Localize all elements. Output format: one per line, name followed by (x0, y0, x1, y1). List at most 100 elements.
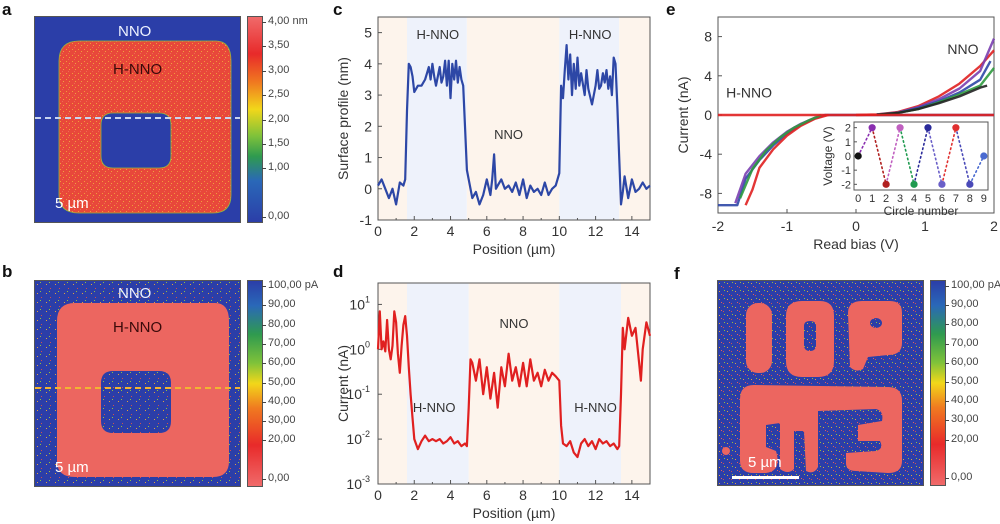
x-tick-label: 14 (624, 487, 640, 503)
colorbar-tick-label: 4,00 nm (268, 15, 308, 27)
colorbar-tick-mark (945, 401, 949, 403)
series-line-profile (377, 44, 651, 206)
annotation-h-nno: H-NNO (574, 400, 617, 415)
y-tick-label: 0 (364, 181, 372, 197)
y-tick-label: -4 (700, 146, 713, 162)
scale-bar-label-a: 5 µm (55, 195, 89, 212)
inset-y-tick-label: 0 (845, 151, 851, 163)
inset-connector (913, 126, 929, 186)
y-axis-label: Current (nA) (675, 76, 691, 153)
x-tick-label: 8 (519, 223, 527, 239)
iv-series-line (876, 84, 988, 116)
inset-x-tick-label: 8 (967, 193, 973, 205)
colorbar-tick-label: 40,00 (951, 394, 979, 407)
annotation-h-nno: H-NNO (417, 27, 460, 42)
map-b-drawing (35, 281, 240, 486)
colorbar-tick-mark (262, 479, 266, 480)
x-tick-label: 1 (921, 218, 929, 234)
current-profile-chart: 0 2 4 6 8 10 12 14 101 100 10-1 10-2 10-3 Position (µ… (0, 262, 1000, 524)
inset-x-tick-label: 2 (883, 193, 889, 205)
inset-point (910, 180, 918, 188)
region-band-h-nno (407, 17, 467, 220)
colorbar-tick-mark (945, 343, 949, 345)
inset-point (938, 180, 946, 188)
annotation-nno: NNO (494, 127, 523, 142)
glyph-p (848, 301, 902, 371)
inset-y-tick-label: -2 (841, 179, 851, 191)
panel-e-letter: e (666, 0, 676, 19)
colorbar-tick-label: 50,00 (268, 375, 296, 388)
colorbar-tick-label: 70,00 (951, 336, 979, 349)
colorbar-tick-label: 3,00 (268, 63, 290, 76)
colorbar-tick-mark (945, 362, 949, 364)
colorbar-tick-mark (262, 440, 266, 442)
inset-x-axis-label: Circle number (884, 204, 959, 218)
written-pattern-map-f: 5 µm (717, 280, 924, 486)
inset-point (952, 124, 960, 132)
x-tick-label: 0 (374, 223, 382, 239)
y-tick-label: -1 (360, 212, 373, 228)
y-axis-label: Surface profile (nm) (335, 57, 351, 180)
colorbar-tick-label: 60,00 (268, 356, 296, 369)
colorbar-tick-label: 0,00 (951, 471, 973, 483)
colorbar-tick-label: 60,00 (951, 355, 979, 368)
panel-a-letter: a (2, 0, 12, 19)
h-nno-square-ring-b (57, 303, 229, 477)
colorbar-tick-label: 0,00 (268, 210, 290, 222)
colorbar-tick-mark (945, 478, 949, 479)
region-band-nno (620, 283, 650, 484)
y-tick-label: 2 (364, 118, 372, 134)
x-axis-label: Position (µm) (473, 505, 556, 521)
inset-y-axis-label: Voltage (V) (821, 126, 835, 185)
nno-label-b: NNO (118, 285, 152, 302)
y-tick-label: 4 (364, 56, 372, 72)
x-tick-label: 10 (552, 487, 568, 503)
colorbar-tick-label: 100,00 pA (951, 279, 1000, 291)
x-tick-label: -2 (712, 218, 725, 234)
x-tick-label: 6 (483, 223, 491, 239)
colorbar-tick-mark (262, 363, 266, 365)
colorbar-b (247, 280, 263, 487)
y-tick-label: 10-1 (346, 384, 370, 402)
inset-connector (899, 126, 915, 186)
scale-bar-label-b: 5 µm (55, 459, 89, 476)
map-f-drawing (718, 281, 923, 485)
colorbar-tick-mark (262, 382, 266, 384)
y-tick-label: 0 (704, 107, 712, 123)
region-band-h-nno (559, 283, 621, 484)
x-tick-label: 2 (410, 487, 418, 503)
x-tick-label: 4 (447, 487, 455, 503)
colorbar-tick-mark (945, 420, 949, 422)
scale-bar-f (732, 476, 799, 479)
panel-b-letter: b (2, 262, 13, 281)
colorbar-tick-label: 0,00 (268, 472, 290, 484)
region-band-h-nno (407, 283, 469, 484)
inset-x-tick-label: 3 (897, 193, 903, 205)
colorbar-tick-label: 30,00 (951, 413, 979, 426)
colorbar-tick-label: 100,00 pA (268, 279, 319, 291)
colorbar-tick-mark (262, 119, 266, 121)
speck-dot (722, 447, 730, 455)
inset-connector (955, 126, 971, 186)
y-tick-label: 5 (364, 25, 372, 41)
colorbar-tick-label: 1,00 (268, 161, 290, 174)
nno-label-a: NNO (118, 23, 152, 40)
glyph-1 (746, 303, 772, 373)
x-tick-label: 10 (552, 223, 568, 239)
colorbar-tick-mark (262, 324, 266, 326)
plot-frame (377, 282, 651, 485)
y-tick-label: 8 (704, 29, 712, 45)
x-tick-label: 14 (624, 223, 640, 239)
colorbar-tick-label: 1,50 (268, 136, 290, 149)
inset-connector (927, 126, 943, 186)
colorbar-tick-mark (262, 46, 266, 48)
panel-f-letter: f (674, 264, 680, 283)
panel-c-letter: c (333, 0, 343, 19)
inset-point (896, 124, 904, 132)
y-tick-label: 10-2 (346, 429, 370, 447)
y-tick-label: 3 (364, 87, 372, 103)
inset-x-tick-label: 4 (911, 193, 917, 205)
colorbar-tick-label: 70,00 (268, 336, 296, 349)
annotation-h-nno: H-NNO (569, 27, 612, 42)
